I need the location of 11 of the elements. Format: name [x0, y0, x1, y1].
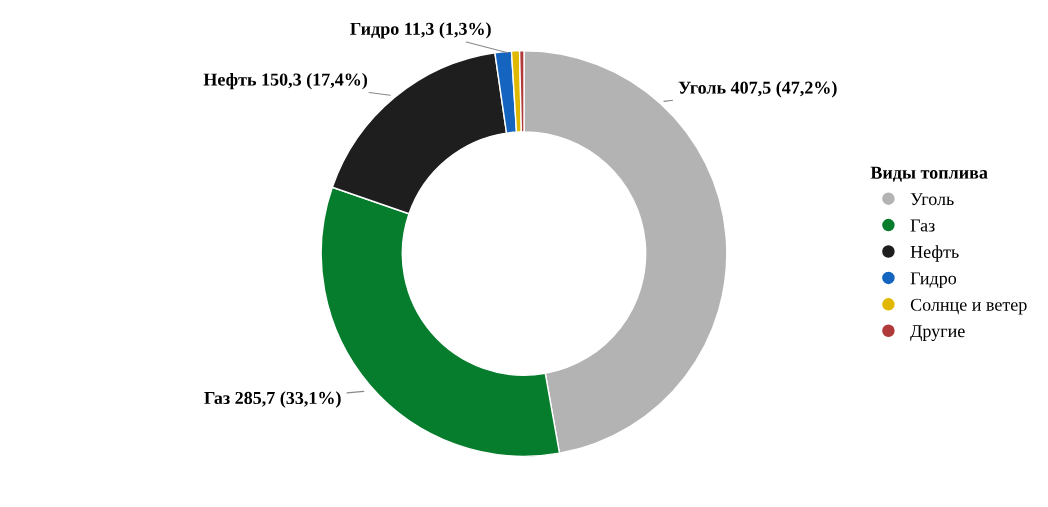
legend-label: Другие — [910, 325, 965, 341]
data-label: Газ 285,7 (33,1%) — [204, 391, 341, 408]
legend-label: Газ — [910, 219, 935, 232]
data-label: Гидро 11,3 (1,3%) — [350, 22, 491, 39]
legend-label: Гидро — [910, 272, 957, 289]
legend-title: Виды топлива — [870, 166, 988, 182]
legend-label: Солнце и ветер — [910, 298, 1027, 315]
data-label: Уголь 407,5 (47,2%) — [678, 81, 837, 98]
legend-label: Нефть — [910, 245, 959, 262]
legend-label: Уголь — [910, 193, 954, 206]
data-label: Нефть 150,3 (17,4%) — [203, 72, 368, 90]
